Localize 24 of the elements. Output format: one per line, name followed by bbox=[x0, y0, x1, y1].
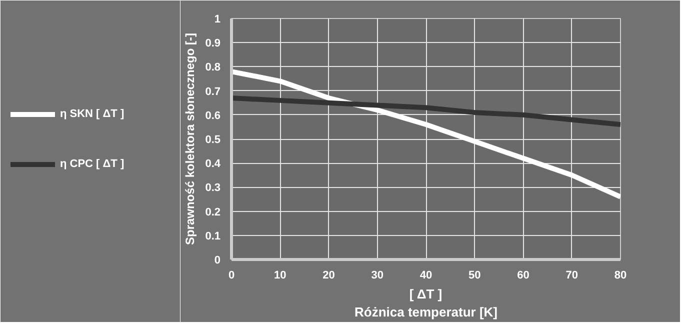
y-tick-label: 1 bbox=[214, 14, 221, 26]
y-axis-title: Sprawność kolektora słonecznego [-] bbox=[183, 32, 198, 246]
x-tick-label: 60 bbox=[517, 270, 530, 282]
y-tick-label: 0.8 bbox=[205, 62, 221, 74]
y-tick-label: 0.6 bbox=[205, 110, 221, 122]
y-tick-label: 0.2 bbox=[205, 206, 221, 218]
y-tick-label: 0 bbox=[214, 254, 221, 266]
x-tick-label: 40 bbox=[420, 270, 432, 282]
x-tick-label: 10 bbox=[274, 270, 286, 282]
y-tick-label: 0.5 bbox=[205, 134, 221, 146]
y-tick-label: 0.3 bbox=[205, 182, 221, 194]
legend-label: η CPC [ ΔT ] bbox=[60, 158, 124, 170]
x-tick-label: 20 bbox=[322, 270, 335, 282]
x-tick-label: 80 bbox=[614, 270, 627, 282]
legend-label: η SKN [ ΔT ] bbox=[60, 108, 124, 120]
x-tick-label: 70 bbox=[566, 270, 578, 282]
x-tick-label: 30 bbox=[371, 270, 384, 282]
x-tick-label: 0 bbox=[228, 270, 235, 282]
y-tick-label: 0.4 bbox=[205, 158, 222, 170]
y-tick-label: 0.9 bbox=[205, 38, 221, 50]
y-tick-label: 0.1 bbox=[205, 230, 221, 242]
x-tick-label: 50 bbox=[468, 270, 481, 282]
x-axis-title: [ ΔT ] Różnica temperatur [K] bbox=[354, 286, 498, 320]
y-tick-label: 0.7 bbox=[205, 86, 221, 98]
